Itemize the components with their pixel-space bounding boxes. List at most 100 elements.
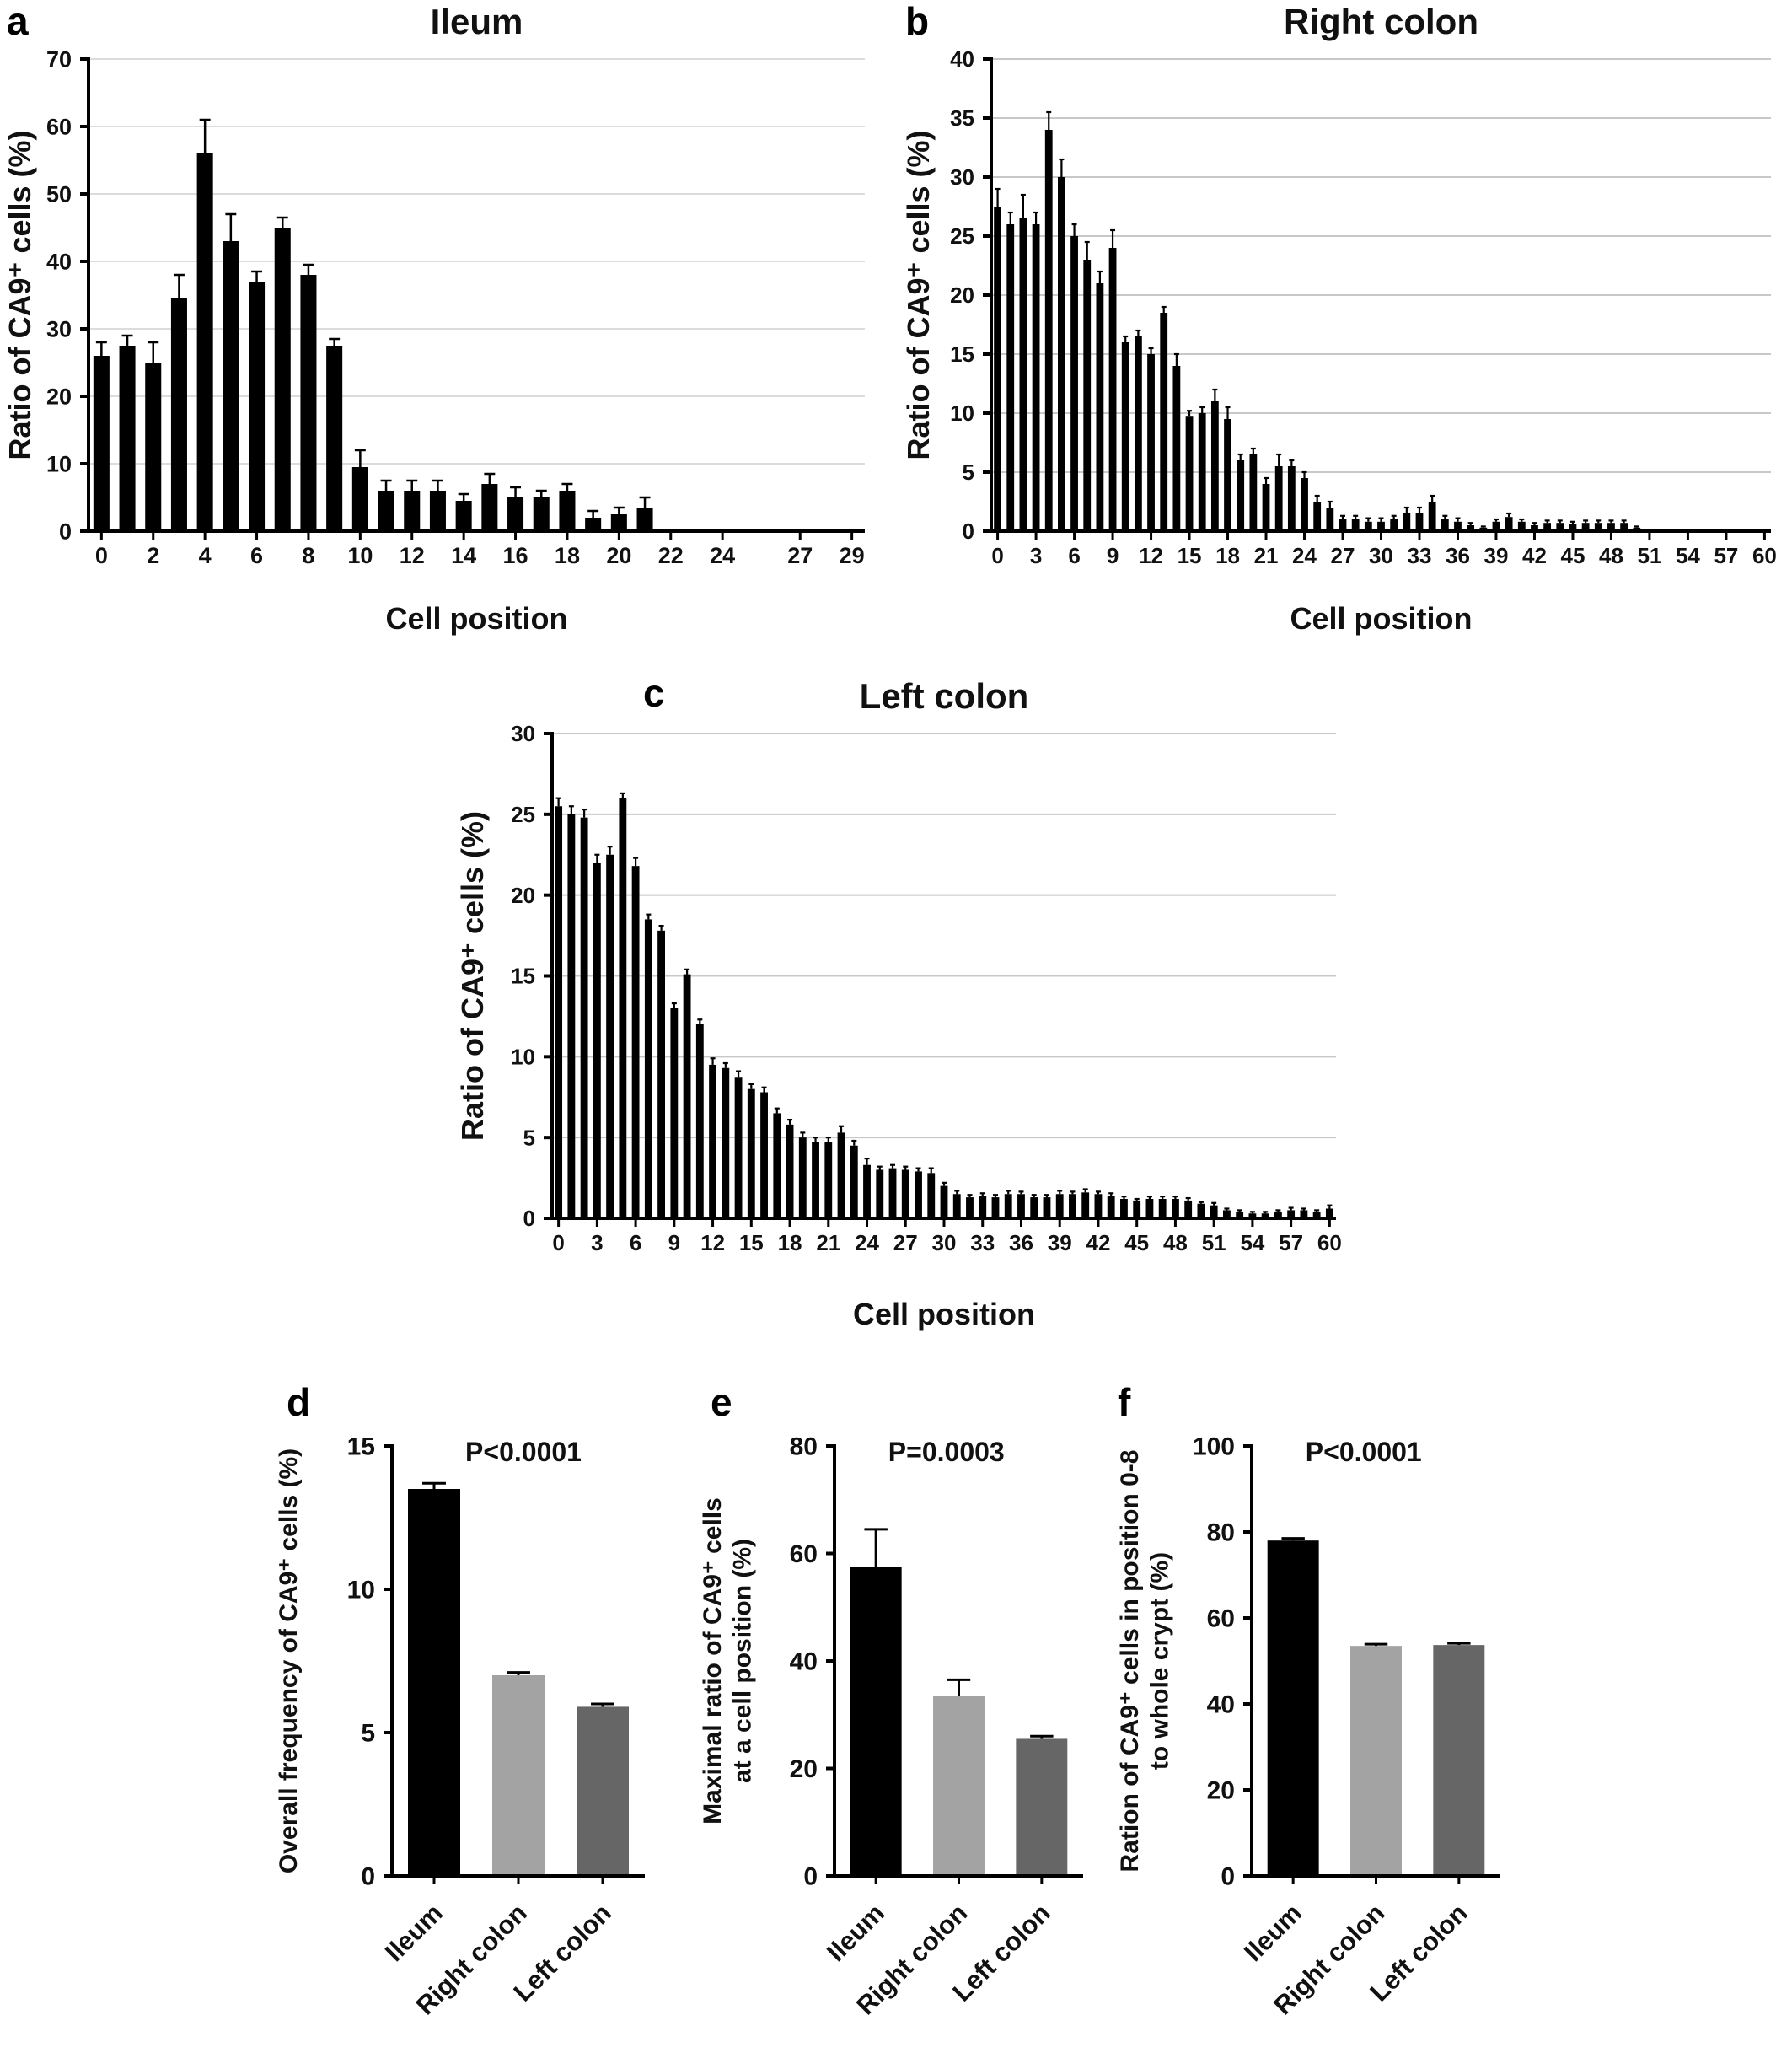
bar bbox=[1339, 519, 1347, 531]
p-value-annotation: P<0.0001 bbox=[465, 1437, 582, 1467]
x-tick-label: 51 bbox=[1637, 543, 1661, 568]
bar bbox=[850, 1567, 902, 1876]
bar bbox=[274, 228, 291, 531]
x-tick-label: 18 bbox=[778, 1230, 802, 1255]
bar bbox=[1237, 460, 1245, 531]
y-axis-label: Ratio of CA9⁺ cells (%) bbox=[901, 130, 936, 459]
bar bbox=[1133, 1200, 1141, 1218]
x-tick-label: 0 bbox=[95, 543, 108, 568]
x-tick-label: 33 bbox=[970, 1230, 995, 1255]
bar bbox=[1224, 419, 1231, 531]
bar bbox=[1415, 513, 1424, 531]
chart-title: Left colon bbox=[860, 676, 1029, 716]
bar bbox=[863, 1164, 871, 1218]
bar bbox=[812, 1142, 819, 1218]
bar bbox=[722, 1067, 730, 1218]
x-tick-label: 12 bbox=[1139, 543, 1163, 568]
panel-overall-frequency: d 0 5 10 15 Ileum Right colon Left colon Overal… bbox=[253, 1374, 683, 2066]
y-tick-label: 10 bbox=[950, 400, 974, 426]
panel-maximal-ratio: e 0 20 40 60 80 Ileum Right colon Left colon Max… bbox=[687, 1374, 1113, 2066]
bar bbox=[1222, 1210, 1231, 1218]
bar bbox=[1441, 519, 1449, 531]
bar bbox=[979, 1196, 987, 1218]
panel-letter-a: a bbox=[7, 0, 29, 43]
bar bbox=[555, 806, 563, 1218]
bar bbox=[1160, 313, 1168, 531]
bar bbox=[1058, 177, 1065, 531]
bar bbox=[1325, 1208, 1333, 1218]
bar bbox=[631, 866, 640, 1218]
y-tick-label: 100 bbox=[1193, 1433, 1235, 1461]
y-tick-label: 20 bbox=[790, 1755, 818, 1783]
x-tick-label: 6 bbox=[1068, 543, 1080, 568]
bar bbox=[1107, 1196, 1115, 1218]
bar bbox=[636, 508, 653, 531]
bar bbox=[1556, 523, 1564, 531]
bar bbox=[1351, 519, 1360, 531]
bar bbox=[1517, 521, 1526, 531]
bar bbox=[507, 497, 524, 531]
y-tick-label: 0 bbox=[59, 519, 72, 544]
x-tick-label: 15 bbox=[1178, 543, 1202, 568]
bar bbox=[915, 1171, 922, 1218]
bar bbox=[1479, 527, 1488, 531]
bar bbox=[695, 1024, 704, 1218]
bar bbox=[1492, 521, 1500, 531]
bar bbox=[606, 854, 614, 1218]
bar bbox=[533, 497, 550, 531]
y-tick-label: 10 bbox=[347, 1577, 375, 1604]
x-tick-label: 42 bbox=[1522, 543, 1547, 568]
bar bbox=[577, 1706, 629, 1876]
y-tick-label: 0 bbox=[803, 1863, 818, 1891]
y-tick-label: 40 bbox=[950, 46, 974, 72]
y-tick-label: 15 bbox=[347, 1433, 375, 1461]
x-tick-label: 2 bbox=[147, 543, 159, 568]
bar bbox=[1094, 1194, 1103, 1218]
y-axis-label: Ratio of CA9⁺ cells (%) bbox=[3, 130, 37, 459]
bar bbox=[901, 1169, 909, 1218]
bar bbox=[670, 1008, 679, 1218]
bar bbox=[610, 514, 627, 531]
bar bbox=[1569, 524, 1577, 531]
bar bbox=[1377, 521, 1385, 531]
bar bbox=[93, 356, 110, 531]
bar bbox=[1019, 218, 1027, 531]
x-tick-label: 9 bbox=[1107, 543, 1119, 568]
bar bbox=[1158, 1199, 1167, 1218]
bar bbox=[455, 501, 472, 531]
panel-right-colon: b 0 5 10 15 20 25 30 35 40 0 3 6 9 12 15 18 21 24 27 30 33 36… bbox=[899, 0, 1792, 649]
y-tick-label: 50 bbox=[46, 181, 72, 207]
bar bbox=[1197, 1203, 1205, 1218]
x-tick-label: 54 bbox=[1240, 1230, 1264, 1255]
bar bbox=[567, 814, 576, 1218]
x-tick-label: 15 bbox=[739, 1230, 764, 1255]
bar bbox=[1081, 1192, 1090, 1218]
y-tick-label: 0 bbox=[361, 1863, 375, 1891]
x-tick-label: 3 bbox=[591, 1230, 603, 1255]
bar bbox=[1620, 523, 1628, 531]
bar bbox=[1017, 1194, 1025, 1218]
bar bbox=[1262, 484, 1270, 531]
x-tick-label: 60 bbox=[1317, 1230, 1342, 1255]
y-tick-label: 20 bbox=[46, 384, 72, 409]
bar bbox=[888, 1168, 897, 1218]
bar bbox=[1172, 366, 1181, 531]
bar bbox=[1301, 478, 1308, 531]
bar bbox=[1428, 502, 1436, 531]
y-tick-label: 25 bbox=[511, 802, 535, 827]
panel-position-ratio: f 0 20 40 60 80 100 Ileum Right colon Left colon… bbox=[1104, 1374, 1534, 2066]
bar bbox=[927, 1173, 936, 1218]
bar bbox=[940, 1185, 948, 1218]
bar bbox=[585, 518, 602, 531]
bar bbox=[683, 974, 691, 1218]
bar bbox=[1210, 401, 1219, 531]
x-tick-label: 3 bbox=[1030, 543, 1042, 568]
y-tick-label: 5 bbox=[523, 1125, 535, 1150]
x-tick-label: 8 bbox=[302, 543, 314, 568]
x-tick-label: 10 bbox=[347, 543, 373, 568]
bar bbox=[1108, 248, 1117, 531]
